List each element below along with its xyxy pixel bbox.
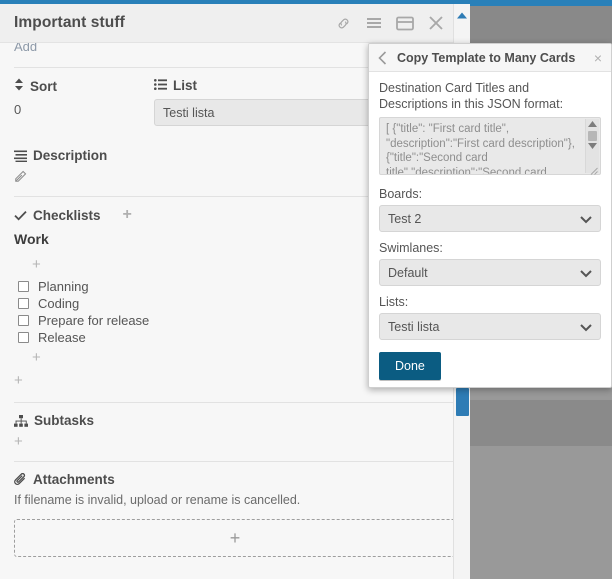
- checklist-item-label: Planning: [38, 279, 89, 294]
- divider-top: [14, 67, 456, 68]
- divider-checklists: [14, 402, 456, 403]
- description-label: Description: [33, 148, 108, 163]
- resize-handle-icon[interactable]: [589, 166, 598, 176]
- swimlanes-label: Swimlanes:: [379, 241, 443, 256]
- divider-subtasks: [14, 461, 456, 462]
- list-label-wrap: List: [154, 78, 456, 93]
- checklist-item[interactable]: Release: [0, 329, 470, 346]
- lists-select[interactable]: Testi lista: [379, 313, 601, 341]
- checklist-item-label: Prepare for release: [38, 313, 150, 328]
- list-select-value: Testi lista: [163, 105, 215, 120]
- description-section: Description: [0, 126, 470, 186]
- lists-select-wrap: Testi lista: [379, 313, 601, 341]
- swimlanes-select[interactable]: Default: [379, 259, 601, 287]
- maximize-window-icon[interactable]: [396, 16, 414, 31]
- checklist-item-label: Release: [38, 330, 86, 345]
- checklist-item-checkbox[interactable]: [18, 332, 29, 343]
- scroll-up-arrow-icon[interactable]: [588, 121, 597, 129]
- add-label: Add: [14, 43, 38, 54]
- card-title: Important stuff: [14, 14, 125, 31]
- swimlanes-select-value: Default: [388, 265, 428, 280]
- sort-label: Sort: [30, 78, 57, 94]
- add-checklist-item-bottom-button[interactable]: +: [32, 350, 470, 365]
- attachments-section: Attachments If filename is invalid, uplo…: [0, 462, 470, 507]
- checklist-item-checkbox[interactable]: [18, 281, 29, 292]
- lists-field: Lists: Testi lista: [379, 295, 601, 341]
- popup-title: Copy Template to Many Cards: [397, 50, 576, 65]
- boards-select-value: Test 2: [388, 211, 422, 226]
- add-checklist-item-top-button[interactable]: +: [32, 257, 470, 272]
- plus-icon: +: [32, 256, 41, 273]
- boards-select[interactable]: Test 2: [379, 205, 601, 233]
- card-detail-body: Add Sort 0: [0, 43, 470, 579]
- add-subtask-button[interactable]: +: [14, 433, 23, 450]
- sort-field: Sort 0: [14, 78, 154, 126]
- plus-icon: +: [32, 349, 41, 366]
- json-textarea-label: Destination Card Titles and Descriptions…: [379, 81, 564, 111]
- sitemap-icon: [14, 414, 28, 427]
- checklist-item[interactable]: Prepare for release: [0, 312, 470, 329]
- checklist-item[interactable]: Planning: [0, 278, 470, 295]
- card-detail-header: Important stuff: [0, 4, 470, 43]
- checklist-item-label: Coding: [38, 296, 80, 311]
- checklists-label: Checklists: [33, 207, 101, 223]
- description-lines-icon: [14, 150, 27, 162]
- chevron-left-icon[interactable]: [378, 50, 387, 65]
- checklist-item[interactable]: Coding: [0, 295, 470, 312]
- edit-pencil-icon[interactable]: [14, 169, 28, 183]
- popup-close-icon[interactable]: ×: [593, 49, 602, 66]
- sort-value: 0: [14, 102, 22, 117]
- popup-body: Destination Card Titles and Descriptions…: [369, 72, 611, 387]
- add-another-checklist-button[interactable]: +: [14, 373, 470, 388]
- list-label: List: [173, 78, 198, 93]
- checklists-section: Checklists +: [0, 197, 470, 223]
- attachments-note: If filename is invalid, upload or rename…: [14, 493, 301, 507]
- scroll-up-arrow-icon[interactable]: [457, 7, 468, 22]
- attachment-dropzone[interactable]: +: [14, 519, 456, 557]
- link-icon[interactable]: [335, 15, 352, 32]
- swimlanes-field: Swimlanes: Default: [379, 241, 601, 287]
- boards-select-wrap: Test 2: [379, 205, 601, 233]
- sort-label-wrap: Sort: [14, 78, 154, 94]
- attachments-header: Attachments: [14, 472, 456, 487]
- json-textarea-wrap: [379, 117, 601, 178]
- list-icon: [154, 78, 167, 93]
- check-icon: [14, 210, 27, 221]
- checklist-item-checkbox[interactable]: [18, 298, 29, 309]
- scroll-down-arrow-icon[interactable]: [588, 143, 597, 151]
- sort-arrows-icon: [14, 78, 24, 94]
- scrollbar-thumb[interactable]: [588, 131, 597, 142]
- subtasks-section: Subtasks +: [0, 403, 470, 449]
- plus-icon: +: [14, 372, 23, 389]
- swimlanes-select-wrap: Default: [379, 259, 601, 287]
- scrollbar-thumb[interactable]: [456, 388, 469, 416]
- subtasks-header: Subtasks: [14, 413, 456, 428]
- paperclip-icon: [14, 472, 27, 487]
- add-checklist-button[interactable]: +: [122, 206, 132, 223]
- card-header-actions: [335, 15, 444, 32]
- close-card-icon[interactable]: [428, 15, 444, 31]
- lists-select-value: Testi lista: [388, 319, 440, 334]
- popup-header: Copy Template to Many Cards ×: [369, 44, 611, 72]
- copy-template-popup: Copy Template to Many Cards × Destinatio…: [368, 43, 612, 388]
- boards-field: Boards: Test 2: [379, 187, 601, 233]
- checklist-name[interactable]: Work: [14, 231, 49, 247]
- divider-description: [14, 196, 456, 197]
- lists-label: Lists:: [379, 295, 409, 310]
- hamburger-menu-icon[interactable]: [366, 16, 382, 30]
- add-row[interactable]: Add: [0, 43, 470, 61]
- checklists-header: Checklists +: [14, 207, 456, 223]
- done-button[interactable]: Done: [379, 352, 441, 381]
- description-header: Description: [14, 148, 456, 163]
- plus-icon: +: [229, 527, 241, 548]
- boards-label: Boards:: [379, 187, 423, 202]
- json-textarea-scrollbar[interactable]: [585, 119, 599, 174]
- checklist-item-checkbox[interactable]: [18, 315, 29, 326]
- attachments-label: Attachments: [33, 472, 115, 487]
- checklist-items: Planning Coding Prepare for release Release: [0, 278, 470, 346]
- json-textarea[interactable]: [379, 117, 601, 176]
- subtasks-label: Subtasks: [34, 413, 95, 428]
